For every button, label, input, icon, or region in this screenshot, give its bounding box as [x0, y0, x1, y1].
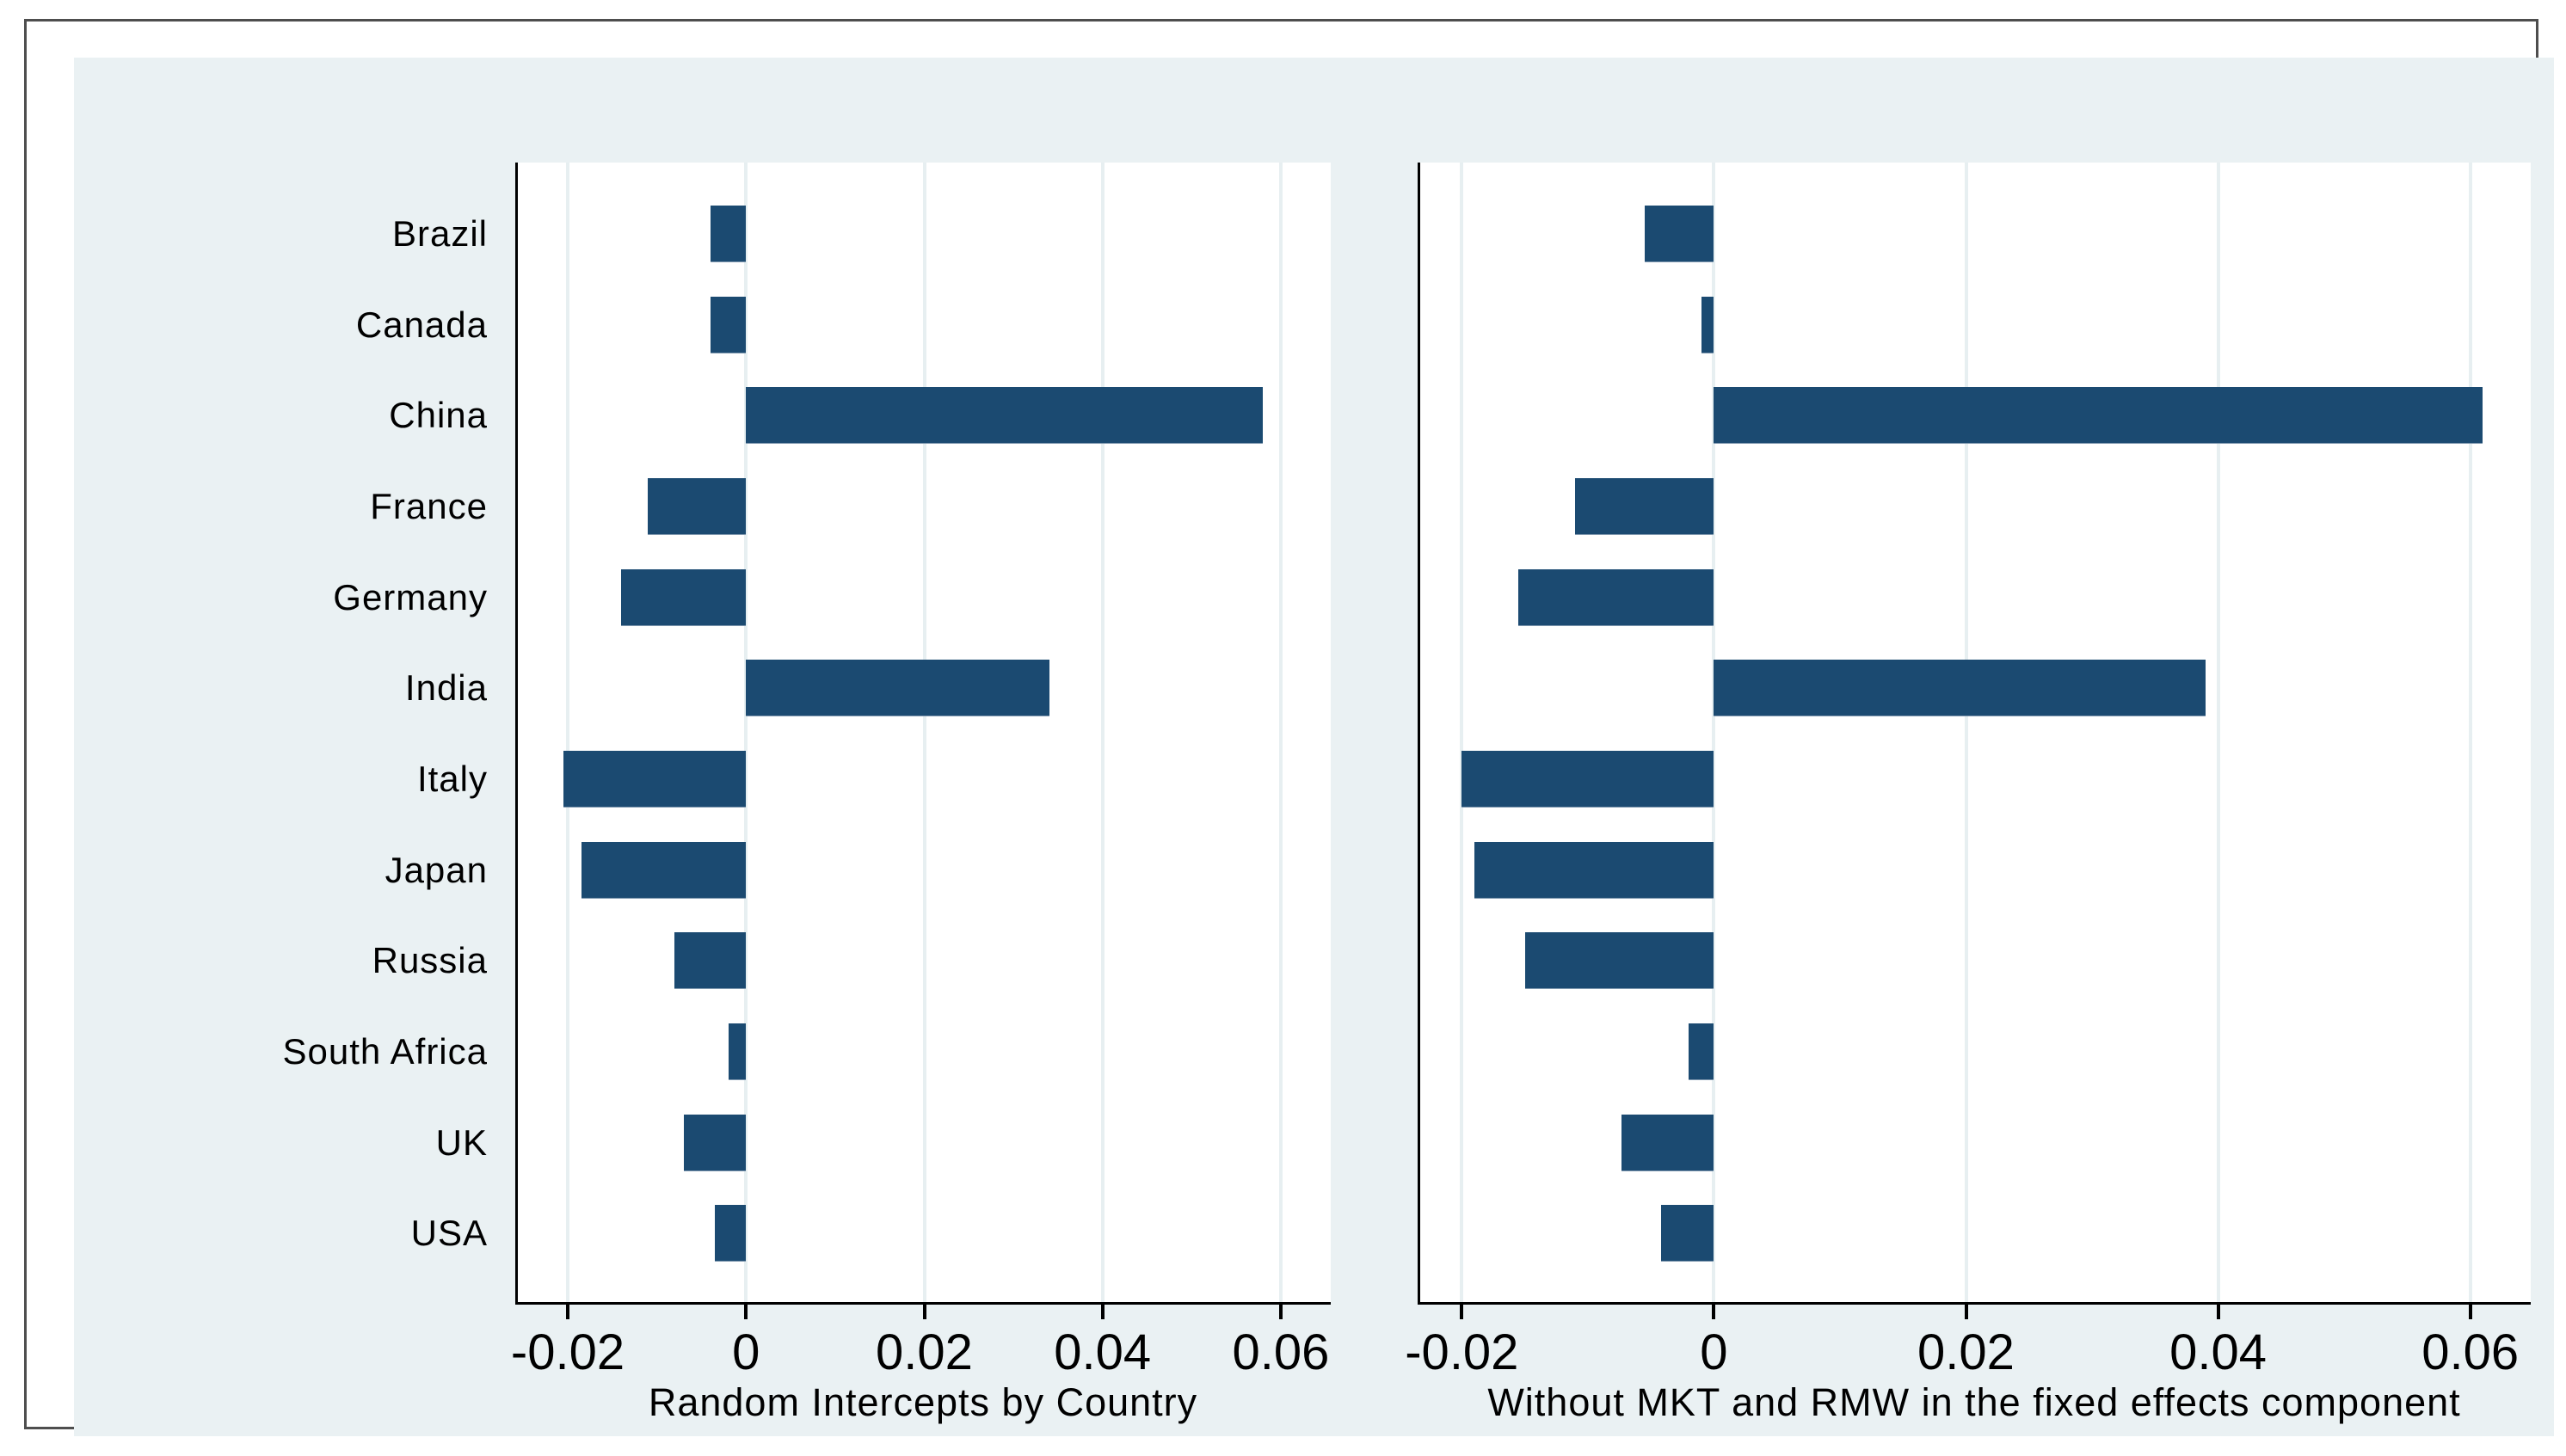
left-x-axis: -0.02 0 0.02 0.04 0.06 — [511, 1305, 1331, 1451]
category-label-china: China — [389, 395, 488, 436]
category-label-japan: Japan — [385, 849, 488, 890]
left-plot-area — [515, 163, 1331, 1305]
bar-italy — [1461, 750, 1714, 808]
x-tick-mark — [922, 1305, 926, 1319]
x-tick-label: 0 — [1700, 1324, 1728, 1380]
bar-russia — [1524, 932, 1714, 990]
bar-japan — [1474, 841, 1714, 899]
category-label-india: India — [404, 667, 488, 709]
bar-india — [1714, 660, 2206, 717]
bar-canada — [1701, 296, 1714, 353]
bar-france — [1575, 477, 1714, 535]
bar-italy — [563, 750, 747, 808]
gridline-0.02 — [922, 163, 926, 1302]
bar-south-africa — [728, 1023, 747, 1080]
x-tick-mark — [1460, 1305, 1464, 1319]
category-label-brazil: Brazil — [391, 212, 488, 254]
category-label-canada: Canada — [355, 304, 488, 345]
category-label-france: France — [370, 485, 488, 526]
x-tick-label: 0.02 — [1917, 1324, 2015, 1380]
x-tick-mark — [2468, 1305, 2472, 1319]
bar-usa — [1660, 1205, 1714, 1262]
bar-usa — [714, 1205, 747, 1262]
bar-russia — [674, 932, 747, 990]
gridline-0.04 — [2216, 163, 2220, 1302]
category-label-italy: Italy — [416, 758, 488, 799]
category-label-usa: USA — [410, 1213, 488, 1254]
bar-uk — [683, 1114, 747, 1171]
bar-canada — [710, 296, 747, 353]
x-tick-mark — [1712, 1305, 1716, 1319]
x-tick-label: -0.02 — [510, 1324, 625, 1380]
x-tick-label: 0.06 — [1232, 1324, 1330, 1380]
gridline-0.06 — [2468, 163, 2472, 1302]
bar-japan — [581, 841, 747, 899]
right-panel-title: Without MKT and RMW in the fixed effects… — [1487, 1380, 2461, 1424]
bar-south-africa — [1689, 1023, 1714, 1080]
x-tick-mark — [1100, 1305, 1105, 1319]
x-tick-label: 0.02 — [876, 1324, 973, 1380]
gridline-0 — [744, 163, 748, 1302]
x-tick-mark — [1278, 1305, 1283, 1319]
gridline--0.02 — [1460, 163, 1464, 1302]
x-tick-mark — [1964, 1305, 1968, 1319]
x-tick-label: 0.04 — [2169, 1324, 2268, 1380]
x-tick-label: 0.04 — [1054, 1324, 1152, 1380]
category-label-germany: Germany — [333, 576, 488, 617]
x-tick-mark — [566, 1305, 570, 1319]
x-tick-label: 0.06 — [2421, 1324, 2520, 1380]
bar-brazil — [1644, 205, 1714, 262]
bar-india — [746, 660, 1049, 717]
x-tick-mark — [2216, 1305, 2220, 1319]
gridline-0 — [1712, 163, 1716, 1302]
category-axis-labels: Brazil Canada China France Germany India Italy… — [121, 163, 502, 1305]
right-x-axis: -0.02 0 0.02 0.04 0.06 — [1405, 1305, 2531, 1451]
bar-uk — [1621, 1114, 1714, 1171]
bar-brazil — [710, 205, 747, 262]
gridline-0.06 — [1278, 163, 1283, 1302]
category-label-russia: Russia — [372, 940, 488, 981]
category-label-south-africa: South Africa — [282, 1030, 488, 1072]
x-tick-label: -0.02 — [1405, 1324, 1519, 1380]
gridline-0.02 — [1964, 163, 1968, 1302]
bar-france — [648, 477, 747, 535]
right-plot-area — [1418, 163, 2531, 1305]
bar-china — [746, 387, 1264, 445]
category-label-uk: UK — [435, 1121, 488, 1163]
bar-china — [1714, 387, 2483, 445]
gridline--0.02 — [566, 163, 570, 1302]
chart-card-background: Brazil Canada China France Germany India Italy… — [74, 58, 2554, 1436]
figure-frame: Brazil Canada China France Germany India Italy… — [24, 19, 2554, 1436]
bar-germany — [1518, 568, 1714, 626]
left-panel-title: Random Intercepts by Country — [648, 1380, 1198, 1424]
gridline-0.04 — [1100, 163, 1105, 1302]
x-tick-mark — [744, 1305, 748, 1319]
bar-germany — [621, 568, 747, 626]
x-tick-label: 0 — [732, 1324, 760, 1380]
